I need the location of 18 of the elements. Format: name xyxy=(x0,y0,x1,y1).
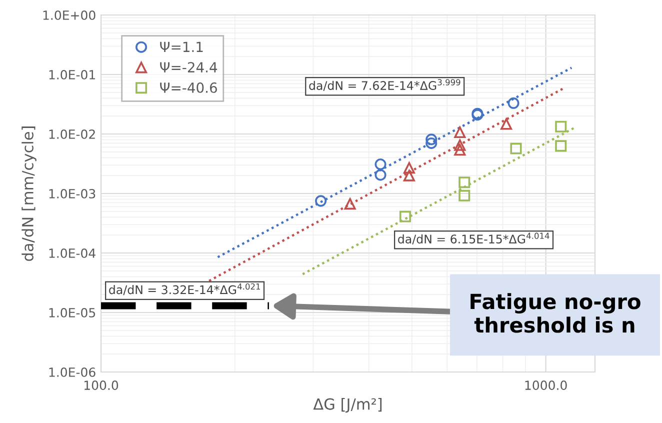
annotation: Fatigue no-gro threshold is n xyxy=(470,293,640,333)
legend-label: Ψ=1.1 xyxy=(160,42,203,52)
y-tick-label: 1.0E-03 xyxy=(49,188,96,198)
legend-label: Ψ=-40.6 xyxy=(160,82,217,93)
y-tick-label: 1.0E-04 xyxy=(49,248,96,258)
y-axis-title: da/dN [mm/cycle] xyxy=(22,126,36,261)
y-tick-label: 1.0E-06 xyxy=(49,367,96,377)
y-tick-label: 1.0E-02 xyxy=(49,129,95,139)
x-axis-title: ΔG [J/m²] xyxy=(313,398,382,413)
x-tick-label: 1000.0 xyxy=(525,380,567,390)
legend-label: Ψ=-24.4 xyxy=(160,62,218,72)
y-tick-label: 1.0E+00 xyxy=(43,10,96,20)
annotation: da/dN = 7.62E-14*ΔG$^{3.999}$ xyxy=(309,79,460,91)
x-tick-label: 100.0 xyxy=(84,380,118,390)
annotation: da/dN = 3.32E-14*ΔG$^{4.021}$ xyxy=(109,283,260,296)
y-tick-label: 1.0E-01 xyxy=(49,70,95,80)
y-tick-label: 1.0E-05 xyxy=(49,308,96,318)
annotation: da/dN = 6.15E-15*ΔG$^{4.014}$ xyxy=(398,232,550,244)
